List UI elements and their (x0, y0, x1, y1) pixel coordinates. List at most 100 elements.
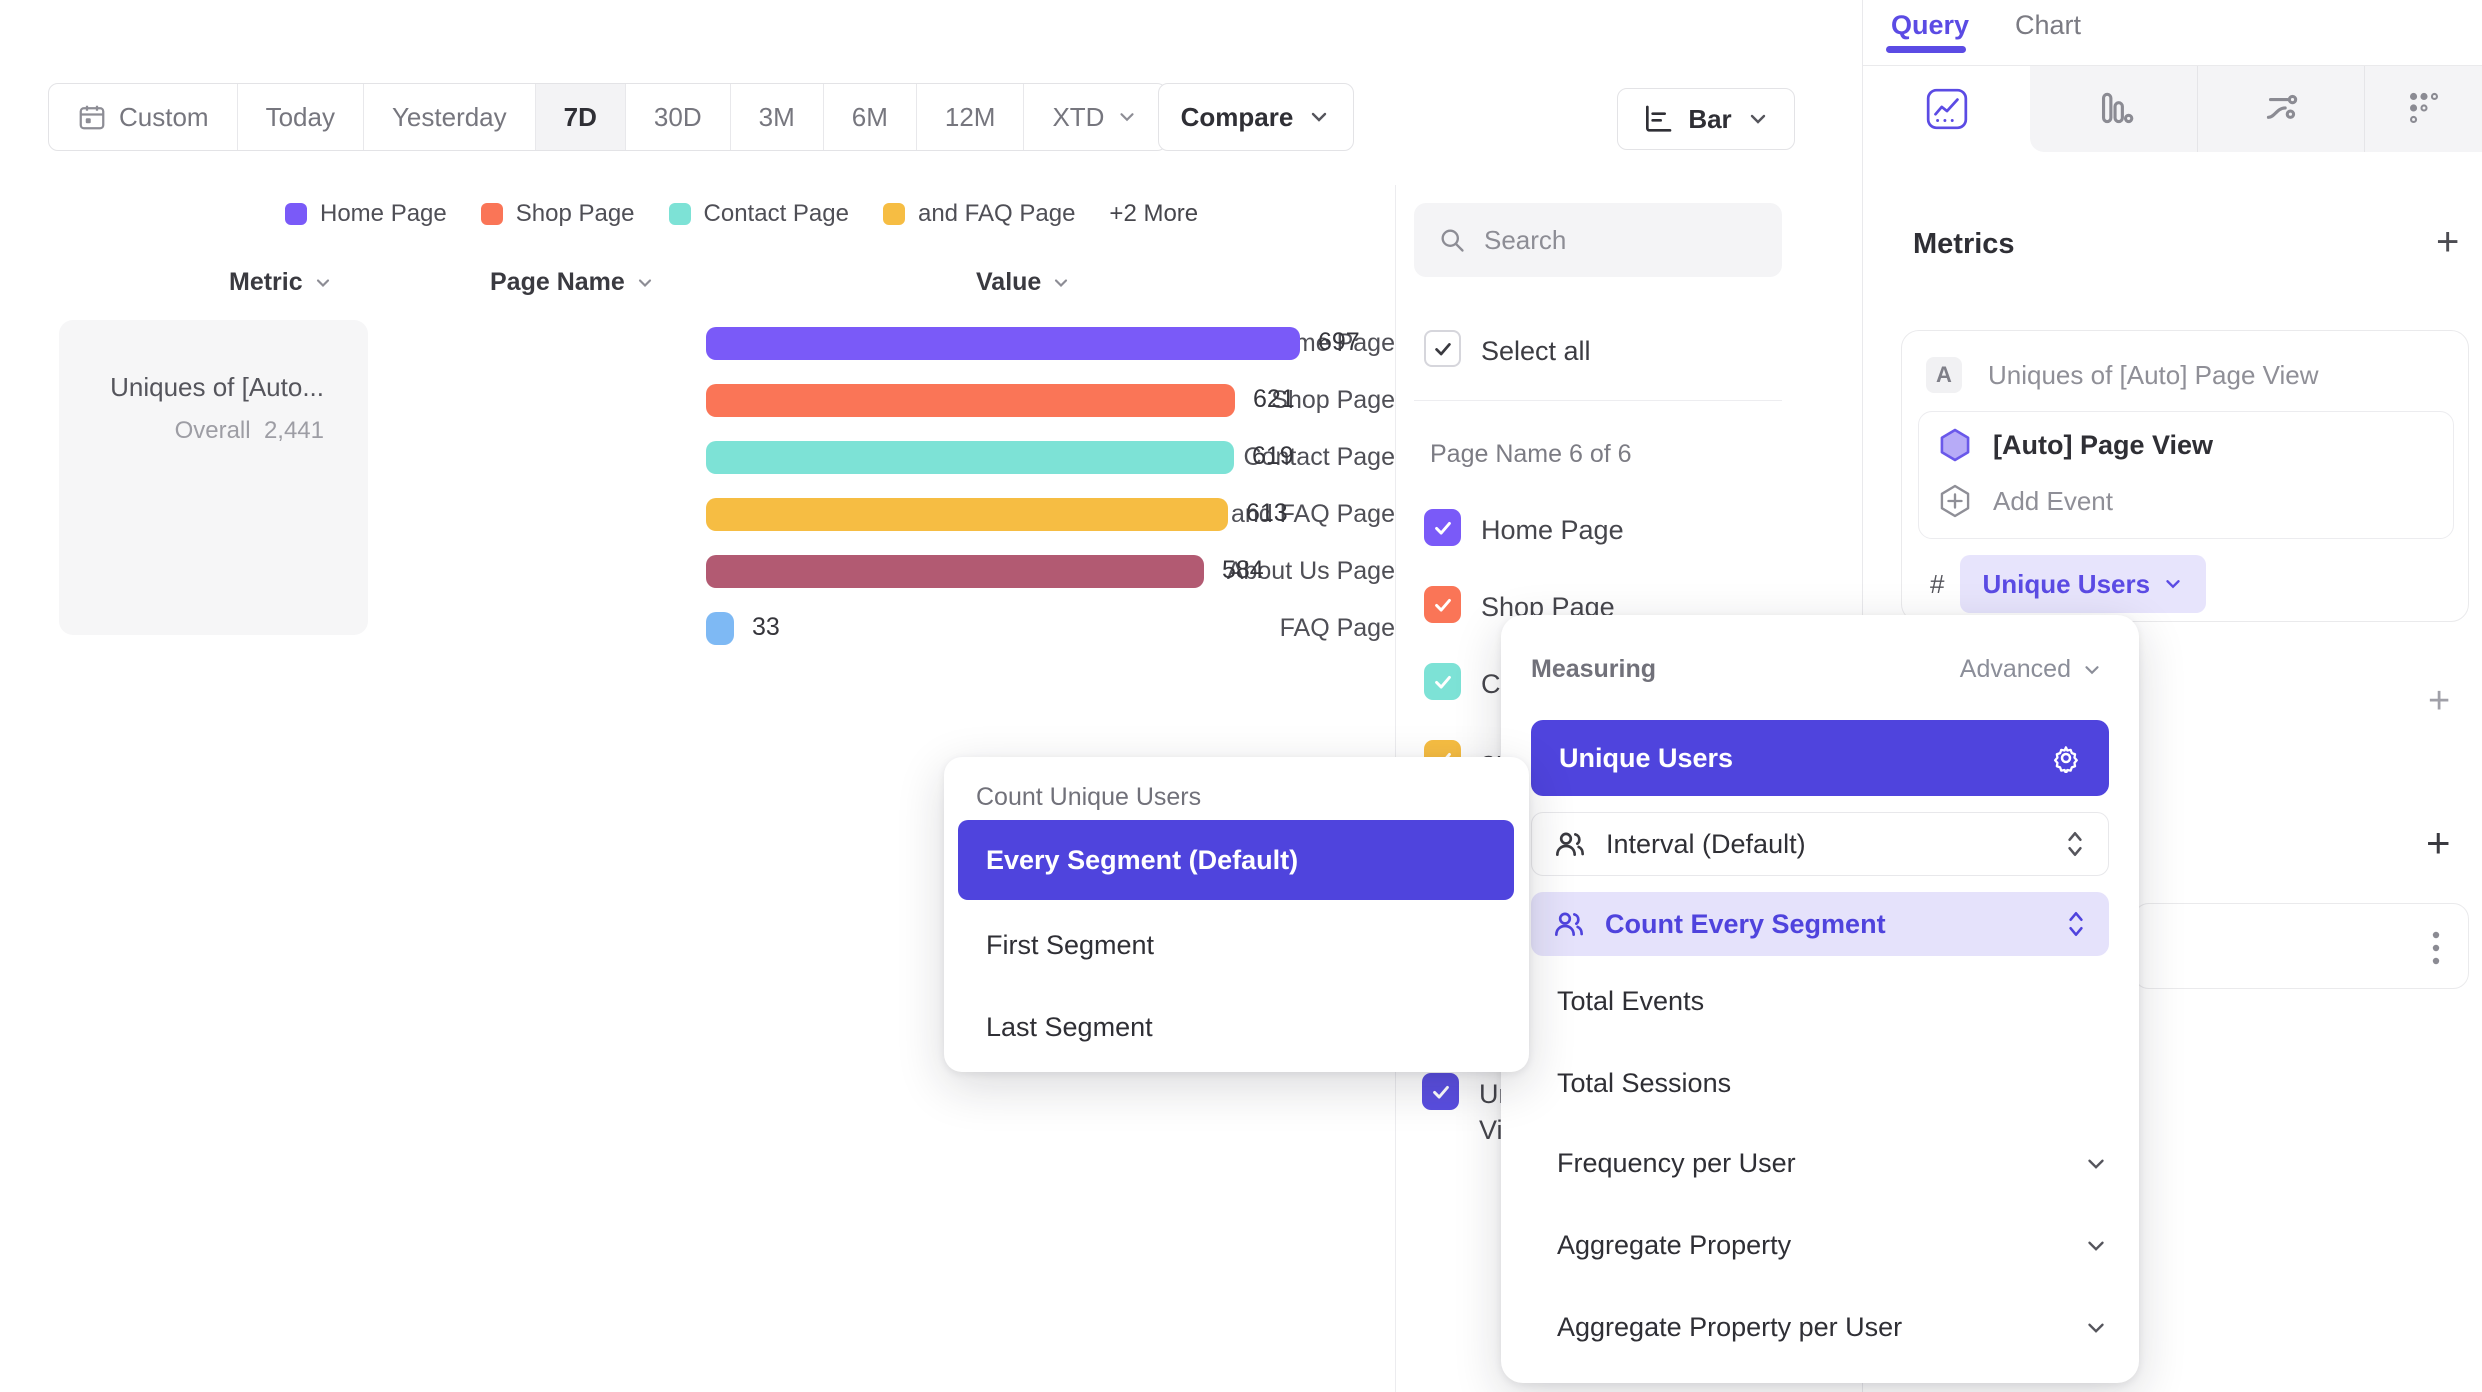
select-all-row[interactable]: Select all (1424, 330, 1591, 369)
bar-row-label: Contact Page (1243, 443, 1396, 471)
chart-type-flows[interactable] (2197, 66, 2364, 152)
event-row[interactable]: [Auto] Page View (1939, 428, 2213, 462)
segment-option-every-selected[interactable]: Every Segment (Default) (958, 820, 1514, 900)
column-header-page-name[interactable]: Page Name (490, 268, 655, 297)
filter-item-home-page[interactable]: Home Page (1424, 509, 1624, 548)
measuring-option-aggregate-property[interactable]: Aggregate Property (1557, 1230, 2109, 1261)
measuring-count-segment-stepper[interactable]: Count Every Segment (1531, 892, 2109, 956)
advanced-dropdown[interactable]: Advanced (1960, 655, 2103, 684)
kebab-menu-icon[interactable] (2430, 929, 2442, 967)
measuring-interval-stepper[interactable]: Interval (Default) (1531, 812, 2109, 876)
count-popover-title: Count Unique Users (976, 783, 1202, 811)
date-range-custom[interactable]: Custom (49, 84, 238, 150)
filter-checkbox[interactable] (1424, 509, 1461, 546)
column-header-metric[interactable]: Metric (229, 268, 333, 297)
bar[interactable] (706, 327, 1300, 360)
measuring-option-unique-users-selected[interactable]: Unique Users (1531, 720, 2109, 796)
bar[interactable] (706, 612, 734, 645)
bar-value-label: 621 (1253, 385, 1295, 413)
legend-item[interactable]: Home Page (285, 200, 447, 228)
filter-checkbox[interactable] (1424, 663, 1461, 700)
bar-columns-icon (2101, 92, 2133, 124)
breakdown-card (2133, 903, 2469, 989)
bar[interactable] (706, 498, 1228, 531)
select-all-checkbox[interactable] (1424, 330, 1461, 367)
compare-button[interactable]: Compare (1158, 83, 1354, 151)
measuring-option-total-events[interactable]: Total Events (1557, 986, 1705, 1016)
chart-type-retention[interactable] (2364, 66, 2482, 152)
legend-item[interactable]: Shop Page (480, 200, 635, 228)
search-input[interactable]: Search (1414, 203, 1782, 277)
metric-summary-card[interactable]: Uniques of [Auto... Overall 2,441 (59, 320, 368, 635)
measure-prefix: # (1930, 568, 1945, 599)
metric-row-a[interactable]: A Uniques of [Auto] Page View (1926, 357, 2319, 393)
date-range-label: Custom (119, 101, 209, 132)
bar[interactable] (706, 555, 1204, 588)
event-name: [Auto] Page View (1993, 429, 2214, 460)
legend-item[interactable]: Contact Page (668, 200, 849, 228)
date-range-today[interactable]: Today (238, 84, 364, 150)
filter-checkbox[interactable] (1424, 586, 1461, 623)
chart-type-dropdown[interactable]: Bar (1617, 88, 1795, 150)
chart-type-bar[interactable] (2030, 66, 2197, 152)
chevron-down-icon (2088, 1323, 2104, 1333)
legend-swatch (668, 203, 691, 225)
chevron-down-icon (1055, 278, 1068, 287)
metric-badge-a: A (1926, 357, 1962, 393)
bar-value-label: 33 (752, 613, 780, 641)
date-range-yesterday[interactable]: Yesterday (364, 84, 536, 150)
flows-icon (2266, 94, 2298, 119)
gear-icon (2053, 746, 2078, 773)
measuring-option-total-sessions[interactable]: Total Sessions (1557, 1068, 1732, 1098)
measuring-option-frequency[interactable]: Frequency per User (1557, 1148, 2109, 1179)
legend-more[interactable]: +2 More (1109, 200, 1199, 227)
chevron-down-icon (1120, 113, 1135, 122)
date-range-6m[interactable]: 6M (824, 84, 917, 150)
chevron-down-icon (638, 278, 651, 287)
date-range-xtd[interactable]: XTD (1024, 84, 1166, 150)
people-icon (1556, 832, 1584, 856)
active-tab-underline (1886, 46, 1966, 53)
section-label: Page Name 6 of 6 (1430, 440, 1632, 468)
count-unique-users-popover: Count Unique Users Every Segment (Defaul… (944, 757, 1529, 1072)
bar[interactable] (706, 441, 1234, 474)
column-header-value[interactable]: Value (976, 268, 1071, 297)
date-range-7d-selected[interactable]: 7D (535, 84, 626, 150)
measuring-popover: Measuring Advanced Unique Users Interval… (1501, 615, 2139, 1383)
metric-checkbox[interactable] (1422, 1073, 1459, 1110)
add-breakdown-button[interactable]: + (2426, 819, 2451, 866)
measure-dropdown[interactable]: Unique Users (1960, 555, 2207, 613)
calendar-icon (79, 105, 105, 130)
chart-type-insights-active[interactable] (1863, 66, 2030, 152)
metric-builder-card: A Uniques of [Auto] Page View [Auto] Pag… (1901, 330, 2469, 622)
add-metric-button[interactable]: + (2436, 220, 2460, 264)
tab-query[interactable]: Query (1891, 10, 1970, 40)
bar-row: FAQ Page 33 (0, 608, 1395, 649)
sidebar-divider (1414, 400, 1782, 401)
measure-row: # Unique Users (1930, 555, 2207, 613)
legend-swatch (480, 203, 503, 225)
insights-line-chart-icon (1926, 88, 1967, 130)
date-range-30d[interactable]: 30D (626, 84, 731, 150)
check-icon (1434, 598, 1451, 612)
chevron-down-icon (2088, 1241, 2104, 1251)
add-event-row[interactable]: Add Event (1939, 484, 2113, 518)
metric-card-title: Uniques of [Auto] Page View (1988, 359, 2319, 390)
legend-item[interactable]: and FAQ Page (882, 200, 1075, 228)
segment-option-first[interactable]: First Segment (986, 930, 1155, 960)
bar-row: Shop Page 621 (0, 380, 1395, 421)
chevron-down-icon (2166, 580, 2180, 589)
bar-value-label: 619 (1252, 442, 1294, 470)
tab-chart[interactable]: Chart (2015, 10, 2082, 40)
date-range-12m[interactable]: 12M (917, 84, 1025, 150)
segment-option-last[interactable]: Last Segment (986, 1012, 1153, 1042)
search-icon (1441, 229, 1464, 252)
date-range-3m[interactable]: 3M (731, 84, 824, 150)
chevron-down-icon (316, 278, 329, 287)
bar[interactable] (706, 384, 1235, 417)
add-event-label: Add Event (1993, 485, 2113, 516)
chevron-down-icon (1750, 114, 1765, 124)
add-filter-button[interactable]: + (2428, 680, 2451, 722)
measuring-option-aggregate-property-per-user[interactable]: Aggregate Property per User (1557, 1312, 2109, 1343)
